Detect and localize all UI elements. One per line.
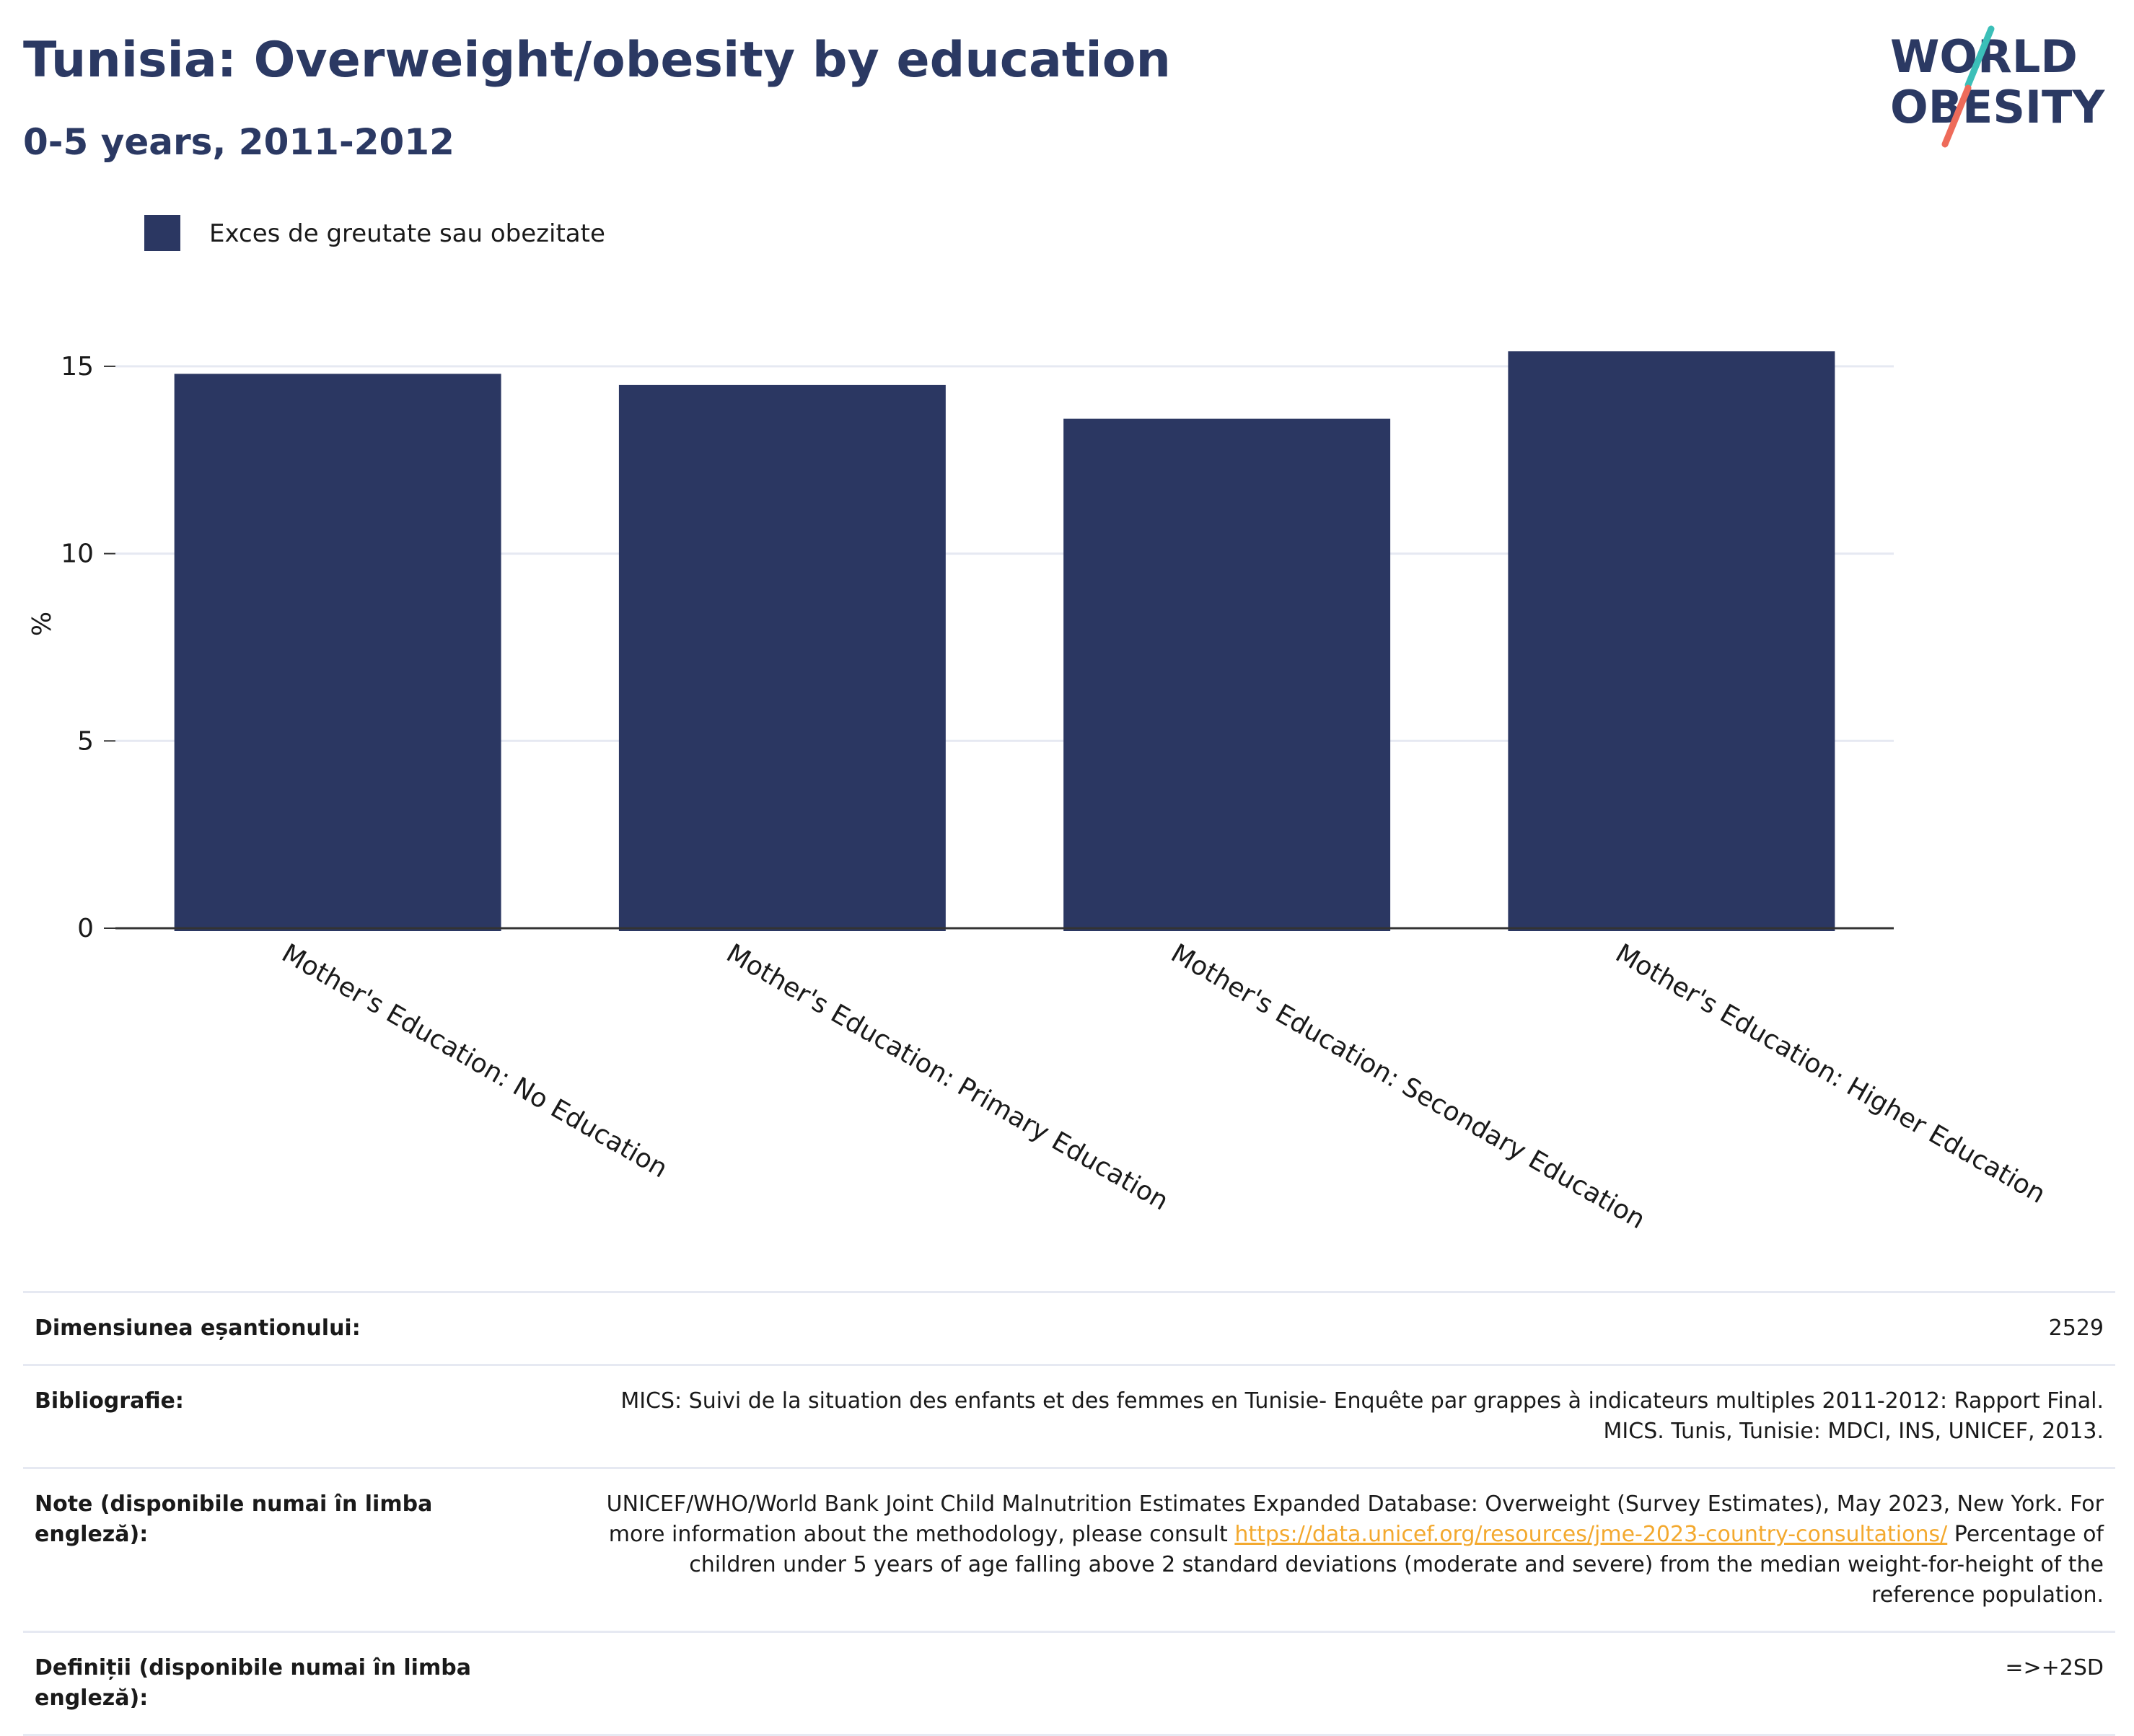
sample-size-label: Dimensiunea eșantionului: xyxy=(35,1316,361,1341)
info-row-notes: Note (disponibile numai în limba engleză… xyxy=(23,1467,2115,1631)
y-tick-label: 15 xyxy=(61,352,94,382)
sample-size-value: 2529 xyxy=(2048,1316,2104,1341)
x-tick-label: Mother's Education: Primary Education xyxy=(721,938,1173,1216)
notes-text-2: Percentage of children under 5 years of … xyxy=(689,1522,2104,1608)
bar xyxy=(174,374,501,931)
y-axis-label: % xyxy=(27,612,57,636)
bar xyxy=(1063,418,1391,931)
legend-swatch xyxy=(144,215,180,251)
y-tick-label: 10 xyxy=(61,539,94,569)
y-axis-ticks: 0 5 10 15 xyxy=(61,352,115,943)
chart-title: Tunisia: Overweight/obesity by education xyxy=(23,32,1171,89)
definitions-label: Definiții (disponibile numai în limba en… xyxy=(35,1655,471,1711)
chart-subtitle: 0-5 years, 2011-2012 xyxy=(23,121,455,163)
x-tick-label: Mother's Education: Secondary Education xyxy=(1166,938,1650,1235)
y-tick-label: 5 xyxy=(77,726,94,756)
bar xyxy=(1508,351,1835,932)
bar-chart: Exces de greutate sau obezitate 0 5 10 15 M… xyxy=(27,215,2050,1235)
x-axis-ticks: Mother's Education: No Education Mother's… xyxy=(277,938,2050,1235)
chart-legend: Exces de greutate sau obezitate xyxy=(144,215,605,251)
x-tick-label: Mother's Education: No Education xyxy=(277,938,672,1184)
logo-word-obesity: OBESITY xyxy=(1890,81,2105,133)
bars xyxy=(174,351,1835,932)
x-tick-label: Mother's Education: Higher Education xyxy=(1610,938,2050,1210)
info-table: Dimensiunea eșantionului: 2529 Bibliogra… xyxy=(23,1291,2115,1736)
logo-slash-teal xyxy=(1964,25,1995,89)
legend-label: Exces de greutate sau obezitate xyxy=(209,219,605,248)
info-row-definitions: Definiții (disponibile numai în limba en… xyxy=(23,1631,2115,1736)
info-row-bibliography: Bibliografie: MICS: Suivi de la situatio… xyxy=(23,1364,2115,1467)
notes-text-1: UNICEF/WHO/World Bank Joint Child Malnut… xyxy=(606,1492,2104,1547)
notes-label: Note (disponibile numai în limba engleză… xyxy=(35,1492,433,1547)
notes-link[interactable]: https://data.unicef.org/resources/jme-20… xyxy=(1234,1522,1948,1547)
info-row-sample-size: Dimensiunea eșantionului: 2529 xyxy=(23,1291,2115,1364)
logo-slash-coral xyxy=(1941,84,1972,148)
bar xyxy=(618,384,946,931)
notes-value: UNICEF/WHO/World Bank Joint Child Malnut… xyxy=(589,1489,2104,1611)
world-obesity-logo: WORLD OBESITY xyxy=(1890,25,2105,148)
bibliography-label: Bibliografie: xyxy=(35,1388,184,1414)
bibliography-value: MICS: Suivi de la situation des enfants … xyxy=(620,1388,2104,1444)
y-tick-label: 0 xyxy=(77,914,94,943)
definitions-value: =>+2SD xyxy=(2005,1655,2104,1680)
